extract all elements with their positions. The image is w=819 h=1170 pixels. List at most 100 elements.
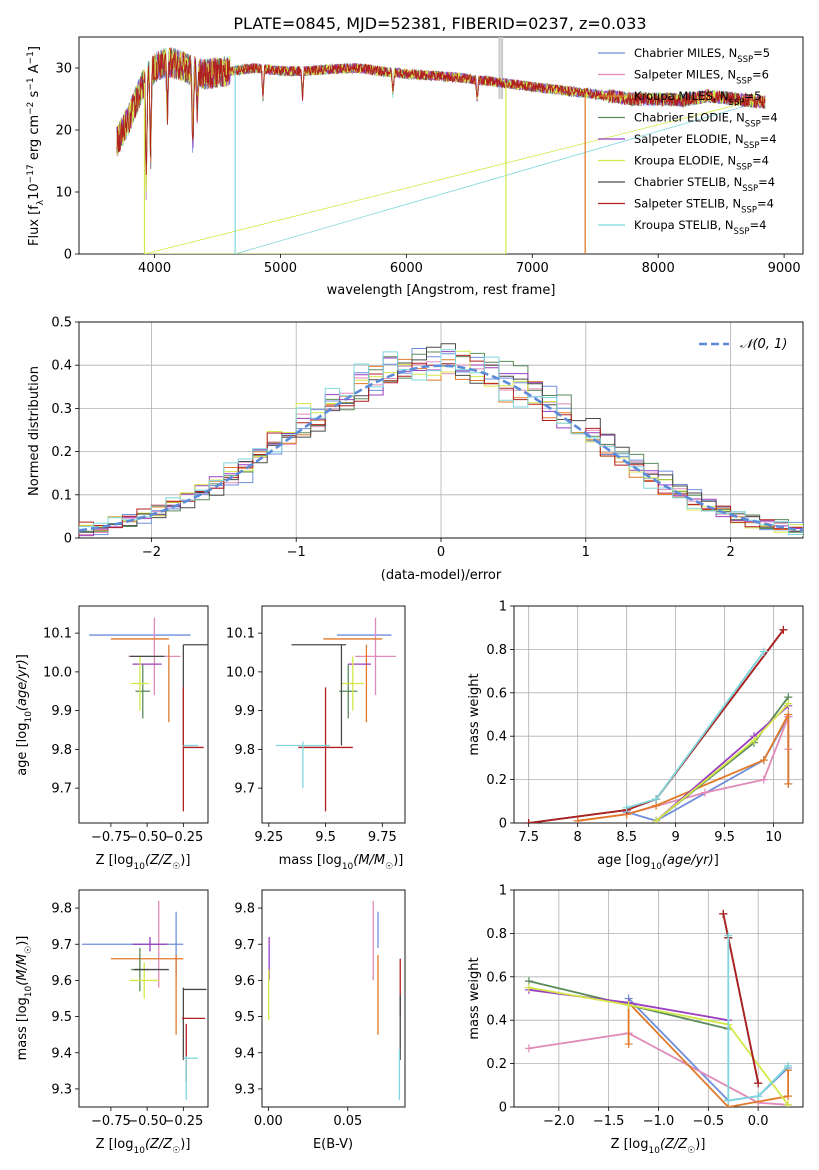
y-tick-label: 0.8 (486, 643, 507, 658)
y-tick-label: 9.8 (51, 743, 72, 758)
weight-marker (624, 1040, 633, 1049)
y-axis-label: age [log10(age/yr)] (15, 654, 34, 776)
y-tick-label: 9.8 (234, 743, 255, 758)
axes-frame (513, 889, 804, 1108)
y-tick-label: 0.2 (51, 445, 72, 460)
weight-line-2 (627, 1000, 789, 1107)
x-tick-label: 1 (582, 545, 590, 560)
weight-vs-age-panel-plot-area (524, 625, 793, 823)
y-tick-label: 9.6 (234, 974, 255, 989)
weight-marker (652, 795, 661, 804)
age-vs-z-panel-plot-area (89, 617, 208, 812)
x-tick-label: −0.25 (163, 1114, 203, 1129)
x-tick-label: −0.25 (163, 830, 203, 845)
axes-frame (78, 889, 209, 1108)
weight-line-5 (528, 986, 789, 1106)
x-tick-label: 7000 (516, 261, 549, 276)
y-tick-label: 10.0 (226, 665, 255, 680)
mass-vs-z-panel-plot-area (81, 900, 207, 1100)
age-vs-z-panel: −0.75−0.50−0.25 9.7 9.8 9.9 10.0 10.1 Z [log10… (15, 605, 209, 872)
y-tick-label: 0 (499, 817, 507, 832)
x-axis-label: age [log10(age/yr)] (597, 853, 719, 872)
y-tick-label: 9.6 (51, 974, 72, 989)
y-tick-label: 9.3 (51, 1082, 72, 1097)
x-tick-label: 0.00 (254, 1114, 283, 1129)
x-tick-label: 5000 (264, 261, 297, 276)
weight-vs-z-panel: −2.0 −1.5 −1.0 −0.5 0.0 0 0.2 0.4 0.6 0.8 1 mass we… (467, 884, 804, 1156)
legend-entry: Kroupa MILES, NSSP=5 (634, 89, 761, 108)
y-tick-label: 9.4 (51, 1046, 72, 1061)
weight-vs-z-panel-plot-area (524, 909, 793, 1107)
y-tick-label: 1 (499, 600, 507, 615)
residuals-plot-area (79, 343, 803, 537)
weight-marker (622, 803, 631, 812)
y-tick-label: 9.7 (234, 938, 255, 953)
weight-marker (624, 1001, 633, 1010)
x-tick-label: 7.5 (518, 830, 539, 845)
y-tick-label: 0 (64, 248, 72, 263)
y-tick-label: 0.6 (486, 686, 507, 701)
y-tick-label: 0.5 (51, 316, 72, 331)
y-tick-label: 9.7 (51, 938, 72, 953)
y-tick-label: 30 (55, 62, 72, 77)
x-tick-label: −1 (287, 545, 306, 560)
y-tick-label: 0.2 (486, 773, 507, 788)
mass-vs-z-panel: −0.75−0.50−0.25 9.3 9.4 9.5 9.6 9.7 9.8 Z [log1… (15, 889, 209, 1156)
x-tick-label: −0.75 (91, 830, 131, 845)
y-tick-label: 0.4 (51, 359, 72, 374)
y-tick-label: 9.5 (51, 1010, 72, 1025)
x-tick-label: −1.5 (593, 1114, 625, 1129)
x-axis-label: (data-model)/error (381, 568, 502, 583)
mass-vs-ebv-panel-plot-area (268, 900, 401, 1100)
legend-entry: Chabrier ELODIE, NSSP=4 (634, 111, 778, 130)
weight-line-1 (528, 1032, 789, 1106)
age-vs-mass-panel: 9.25 9.5 9.75 9.7 9.8 9.9 10.0 10.1 mass [log10(… (226, 605, 406, 872)
axes-frame (513, 605, 804, 824)
figure-title: PLATE=0845, MJD=52381, FIBERID=0237, z=0… (233, 14, 646, 33)
weight-marker (573, 816, 582, 823)
weight-marker (784, 710, 793, 719)
x-tick-label: −1.0 (643, 1114, 675, 1129)
y-tick-label: 10.0 (43, 665, 72, 680)
y-axis-label: Flux [fλ10−17 erg cm−2 s−1 A−1] (26, 46, 46, 246)
weight-vs-age-panel: 7.5 8 8.5 9 9.5 10 0 0.2 0.4 0.6 0.8 1 mass weight ag… (467, 600, 804, 872)
weight-marker (759, 647, 768, 656)
y-tick-label: 9.8 (51, 902, 72, 917)
weight-marker (784, 1100, 793, 1107)
y-tick-label: 0 (499, 1101, 507, 1116)
weight-line-2 (577, 714, 790, 822)
spectrum-legend: Chabrier MILES, NSSP=5 Salpeter MILES, NS… (598, 46, 778, 237)
y-tick-label: 9.9 (234, 704, 255, 719)
mass-vs-ebv-panel: 0.00 0.05 9.3 9.4 9.5 9.6 9.7 9.8 E(B-V) (234, 889, 406, 1152)
weight-marker (784, 1061, 793, 1070)
y-axis-label: mass [log10(M/M☉)] (15, 936, 34, 1061)
spectrum-panel: 4000 5000 6000 7000 8000 9000 0 10 20 30 Chabrier … (26, 36, 804, 298)
reference-legend-label: 𝒩(0, 1) (740, 337, 787, 352)
x-tick-label: −2 (142, 545, 161, 560)
weight-marker (524, 819, 533, 823)
y-tick-label: 9.8 (234, 902, 255, 917)
weight-marker (784, 779, 793, 788)
weight-marker (759, 775, 768, 784)
x-tick-label: −0.5 (693, 1114, 725, 1129)
legend-entry: Kroupa ELODIE, NSSP=4 (634, 154, 769, 173)
x-tick-label: 8000 (642, 261, 675, 276)
x-tick-label: 2 (726, 545, 734, 560)
legend-entry: Chabrier STELIB, NSSP=4 (634, 175, 775, 194)
weight-line-6 (528, 629, 785, 823)
weight-line-0 (626, 713, 790, 822)
axes-frame (78, 605, 209, 824)
x-tick-label: 8 (574, 830, 582, 845)
weight-line-7 (528, 629, 785, 823)
weight-marker (754, 1079, 763, 1088)
weight-marker (524, 983, 533, 992)
x-axis-label: wavelength [Angstrom, rest frame] (327, 283, 556, 298)
x-tick-label: −0.50 (127, 830, 167, 845)
x-tick-label: 0.0 (748, 1114, 769, 1129)
y-axis-label: mass weight (467, 673, 482, 755)
weight-marker (784, 699, 793, 708)
x-tick-label: 10 (765, 830, 782, 845)
weight-marker (754, 1092, 763, 1101)
y-tick-label: 9.5 (234, 1010, 255, 1025)
weight-marker (724, 931, 733, 940)
